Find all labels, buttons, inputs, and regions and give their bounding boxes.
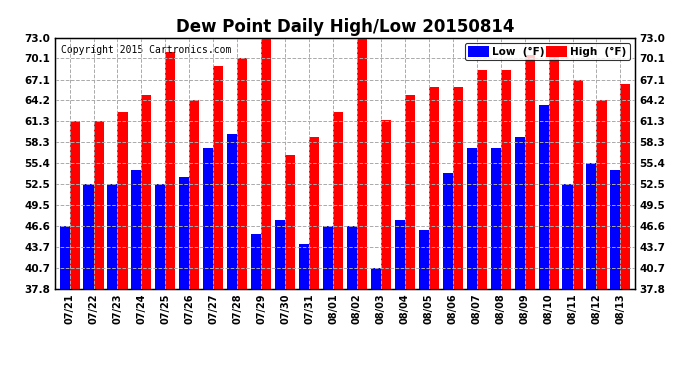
Bar <box>586 163 596 289</box>
Bar <box>59 226 70 289</box>
Bar <box>611 170 620 289</box>
Bar <box>596 100 607 289</box>
Bar <box>285 155 295 289</box>
Bar <box>166 52 175 289</box>
Bar <box>227 134 237 289</box>
Bar <box>443 173 453 289</box>
Bar <box>501 70 511 289</box>
Bar <box>262 38 271 289</box>
Bar <box>141 94 152 289</box>
Bar <box>620 84 631 289</box>
Bar <box>117 112 128 289</box>
Bar <box>309 137 319 289</box>
Bar <box>131 170 141 289</box>
Bar <box>357 38 367 289</box>
Bar <box>83 184 94 289</box>
Bar <box>453 87 463 289</box>
Bar <box>549 52 559 289</box>
Bar <box>179 177 189 289</box>
Title: Dew Point Daily High/Low 20150814: Dew Point Daily High/Low 20150814 <box>176 18 514 36</box>
Bar <box>237 58 247 289</box>
Bar <box>381 120 391 289</box>
Bar <box>333 112 343 289</box>
Bar <box>155 184 166 289</box>
Bar <box>251 234 262 289</box>
Bar <box>538 105 549 289</box>
Bar <box>204 148 213 289</box>
Bar <box>371 268 381 289</box>
Bar <box>477 70 486 289</box>
Bar <box>573 80 582 289</box>
Bar <box>428 87 439 289</box>
Bar <box>405 94 415 289</box>
Bar <box>466 148 477 289</box>
Bar <box>189 100 199 289</box>
Bar <box>347 226 357 289</box>
Bar <box>395 219 405 289</box>
Bar <box>213 66 224 289</box>
Bar <box>94 121 104 289</box>
Bar <box>70 121 79 289</box>
Bar <box>323 226 333 289</box>
Bar <box>515 137 524 289</box>
Bar <box>299 244 309 289</box>
Bar <box>108 184 117 289</box>
Text: Copyright 2015 Cartronics.com: Copyright 2015 Cartronics.com <box>61 45 231 55</box>
Bar <box>524 56 535 289</box>
Bar <box>419 230 428 289</box>
Legend: Low  (°F), High  (°F): Low (°F), High (°F) <box>464 43 629 60</box>
Bar <box>562 184 573 289</box>
Bar <box>275 219 285 289</box>
Bar <box>491 148 501 289</box>
